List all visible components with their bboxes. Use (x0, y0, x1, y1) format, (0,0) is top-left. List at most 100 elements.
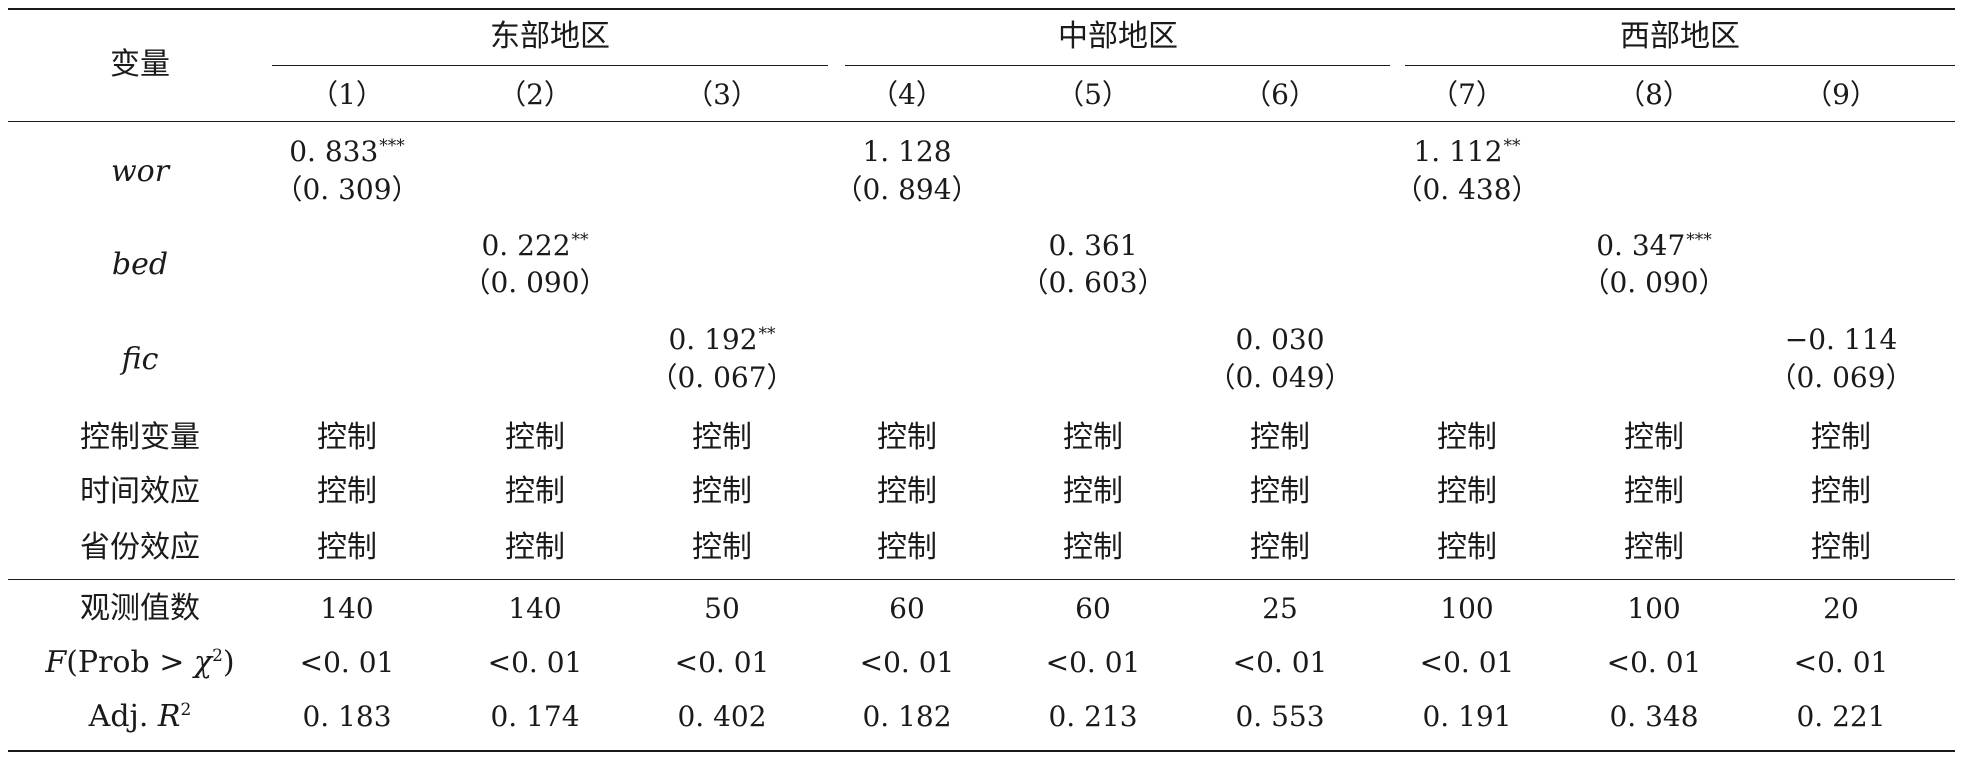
region-header-central: 中部地区 (1058, 19, 1178, 54)
standard-error: （0. 049） (1207, 361, 1353, 394)
control-cell: 控制 (1437, 530, 1497, 565)
column-header-7: （7） (1430, 78, 1504, 111)
coef-number: 1. 128 (862, 135, 952, 168)
control-cell: 控制 (1624, 474, 1684, 509)
control-cell: 控制 (317, 530, 377, 565)
coef-value: 1. 128 (862, 135, 951, 169)
stat-cell: <0. 01 (859, 646, 955, 679)
stat-cell: 100 (1440, 592, 1494, 625)
coef-number: 1. 112 (1413, 135, 1503, 168)
variable-label-wor: wor (110, 154, 170, 189)
stat-cell: <0. 01 (674, 646, 770, 679)
stat-cell: 0. 553 (1235, 700, 1325, 733)
stat-cell: 25 (1262, 592, 1298, 625)
stat-cell: 0. 174 (490, 700, 580, 733)
standard-error: （0. 438） (1394, 173, 1540, 206)
control-cell: 控制 (1437, 420, 1497, 455)
control-cell: 控制 (692, 530, 752, 565)
stat-cell: <0. 01 (299, 646, 395, 679)
control-cell: 控制 (1437, 474, 1497, 509)
coef-value: −0. 114 (1785, 323, 1898, 357)
coef-value: 0. 030 (1235, 323, 1324, 357)
control-cell: 控制 (692, 420, 752, 455)
coef-number: 0. 192 (668, 323, 758, 356)
region-rule-west (1405, 65, 1955, 66)
significance-stars: ** (571, 229, 589, 250)
column-header-4: （4） (870, 78, 944, 111)
control-cell: 控制 (1250, 420, 1310, 455)
column-header-6: （6） (1243, 78, 1317, 111)
row-label-f-statistic: F(Prob > χ2) (45, 646, 234, 680)
standard-error: （0. 603） (1020, 266, 1166, 299)
stat-cell: <0. 01 (1419, 646, 1515, 679)
control-cell: 控制 (1063, 420, 1123, 455)
control-cell: 控制 (317, 474, 377, 509)
control-cell: 控制 (1624, 420, 1684, 455)
chi-exponent: 2 (212, 646, 223, 666)
region-header-east: 东部地区 (490, 19, 610, 54)
control-cell: 控制 (1063, 474, 1123, 509)
region-header-west: 西部地区 (1620, 19, 1740, 54)
coef-number: −0. 114 (1784, 323, 1898, 356)
control-cell: 控制 (317, 420, 377, 455)
coef-number: 0. 347 (1596, 229, 1686, 262)
control-cell: 控制 (877, 420, 937, 455)
stat-cell: <0. 01 (1232, 646, 1328, 679)
stat-cell: 100 (1627, 592, 1681, 625)
table-top-rule (8, 8, 1955, 10)
stat-cell: <0. 01 (1606, 646, 1702, 679)
coef-number: 0. 030 (1235, 323, 1325, 356)
stat-cell: 0. 213 (1048, 700, 1138, 733)
row-label-observations: 观测值数 (80, 591, 200, 626)
row-label: 控制变量 (80, 420, 200, 455)
adj-prefix: Adj. (88, 699, 158, 734)
control-cell: 控制 (1811, 474, 1871, 509)
r-exponent: 2 (180, 700, 192, 720)
stat-cell: 0. 221 (1796, 700, 1886, 733)
control-cell: 控制 (505, 530, 565, 565)
variable-label-fic: fic (121, 342, 159, 377)
region-rule-central (845, 65, 1390, 66)
stat-cell: <0. 01 (1793, 646, 1889, 679)
column-header-5: （5） (1056, 78, 1130, 111)
column-header-9: （9） (1804, 78, 1878, 111)
control-cell: 控制 (505, 474, 565, 509)
standard-error: （0. 090） (1581, 266, 1727, 299)
stats-top-rule (8, 579, 1955, 580)
stat-cell: 140 (320, 592, 374, 625)
stat-cell: 0. 182 (862, 700, 952, 733)
standard-error: （0. 069） (1768, 361, 1914, 394)
stat-cell: <0. 01 (487, 646, 583, 679)
control-cell: 控制 (877, 474, 937, 509)
coef-value: 0. 347*** (1596, 229, 1712, 263)
stat-cell: 20 (1823, 592, 1859, 625)
significance-stars: ** (758, 323, 776, 344)
stat-cell: 0. 348 (1609, 700, 1699, 733)
header-bottom-rule (8, 121, 1955, 122)
stat-cell: <0. 01 (1045, 646, 1141, 679)
control-cell: 控制 (1811, 420, 1871, 455)
control-cell: 控制 (1624, 530, 1684, 565)
standard-error: （0. 090） (462, 266, 608, 299)
stat-cell: 50 (704, 592, 740, 625)
f-open: (Prob > (66, 645, 194, 680)
stat-cell: 60 (889, 592, 925, 625)
row-label: 省份效应 (80, 530, 200, 565)
standard-error: （0. 309） (274, 173, 420, 206)
stat-cell: 60 (1075, 592, 1111, 625)
significance-stars: *** (1686, 229, 1712, 250)
stat-cell: 140 (508, 592, 562, 625)
control-cell: 控制 (877, 530, 937, 565)
significance-stars: ** (1503, 135, 1521, 156)
stat-cell: 0. 191 (1422, 700, 1512, 733)
standard-error: （0. 894） (834, 173, 980, 206)
control-cell: 控制 (505, 420, 565, 455)
stat-cell: 0. 402 (677, 700, 767, 733)
standard-error: （0. 067） (649, 361, 795, 394)
stat-cell: 0. 183 (302, 700, 392, 733)
r-symbol: R (157, 699, 181, 734)
coef-value: 0. 222** (481, 229, 588, 263)
coef-value: 0. 833*** (289, 135, 405, 169)
column-header-3: （3） (685, 78, 759, 111)
column-header-2: （2） (498, 78, 572, 111)
